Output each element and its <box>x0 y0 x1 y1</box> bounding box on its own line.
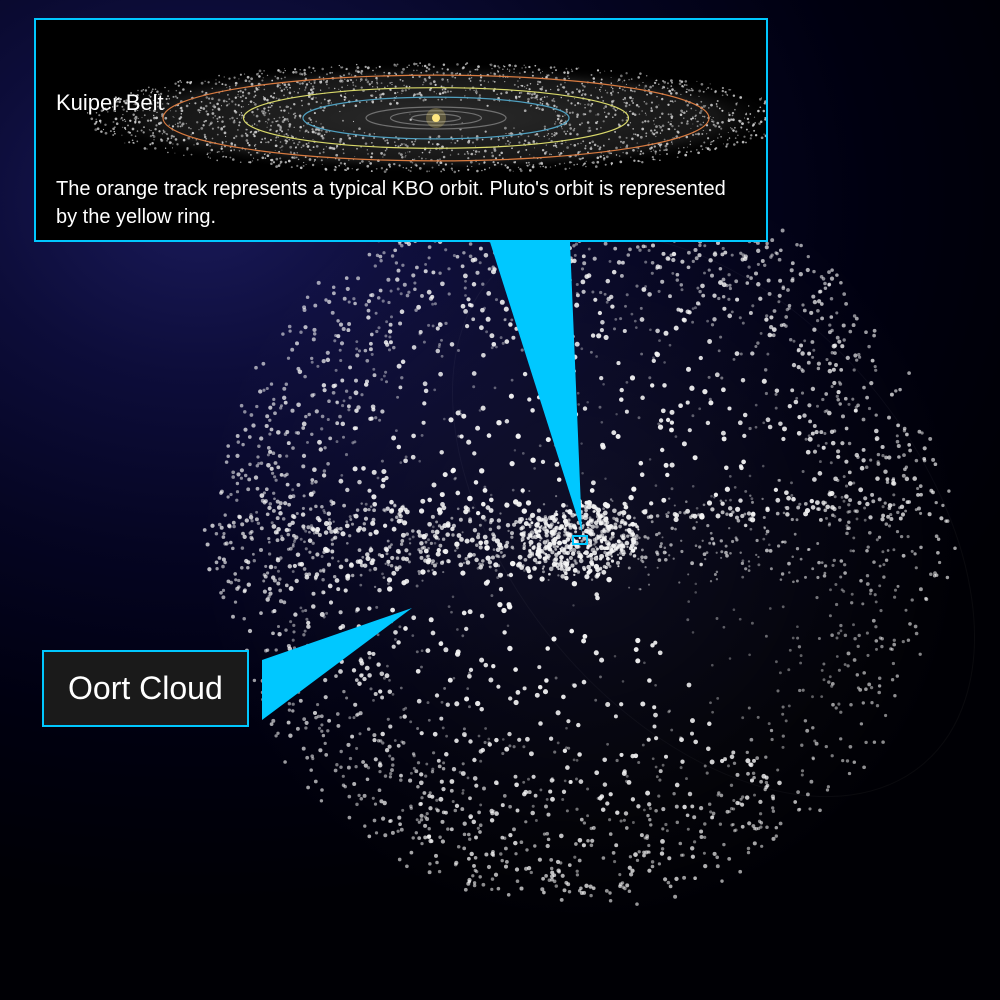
kuiper-belt-label: Kuiper Belt <box>56 90 164 116</box>
oort-cloud-diagram: Kuiper Belt The orange track represents … <box>0 0 1000 1000</box>
kuiper-belt-callout: Kuiper Belt The orange track represents … <box>34 18 768 242</box>
oort-cloud-callout: Oort Cloud <box>42 650 249 727</box>
kuiper-belt-inset: Kuiper Belt The orange track represents … <box>36 20 766 240</box>
oort-cloud-label: Oort Cloud <box>68 670 223 706</box>
kuiper-belt-caption: The orange track represents a typical KB… <box>56 175 746 231</box>
